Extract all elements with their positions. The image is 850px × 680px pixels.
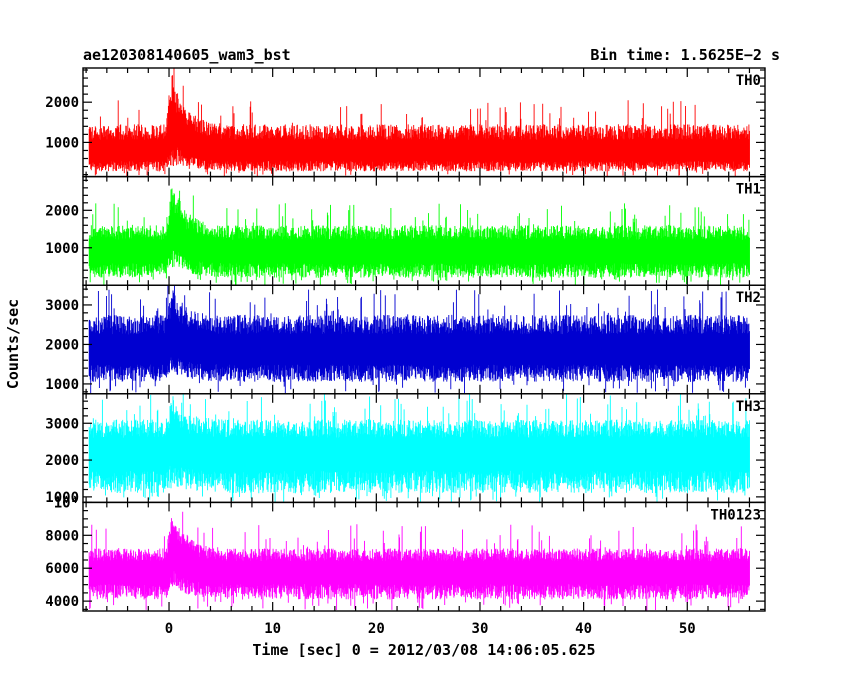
y-tick-label: 4000 <box>45 594 79 610</box>
panel-th0123: 4000 6000 8000 10⁴ TH0123 <box>45 495 766 612</box>
y-tick-label: 2000 <box>45 95 79 111</box>
series-th0123 <box>88 511 750 611</box>
y-tick-label: 1000 <box>45 490 79 506</box>
series-th2 <box>88 285 750 394</box>
series-th1 <box>88 188 750 286</box>
x-tick-label: 10 <box>264 621 281 637</box>
panel-label: TH0123 <box>710 507 761 523</box>
y-tick-label: 1000 <box>45 377 79 393</box>
y-tick-label: 8000 <box>45 528 79 544</box>
x-tick-label: 40 <box>575 621 592 637</box>
series-th0 <box>88 68 750 177</box>
bin-time-label: Bin time: 1.5625E−2 s <box>590 46 780 64</box>
y-tick-label: 2000 <box>45 337 79 353</box>
panel-label: TH3 <box>736 399 761 415</box>
y-tick-label: 1000 <box>45 135 79 151</box>
panel-th3: 1000 2000 3000 TH3 <box>45 393 766 506</box>
panel-label: TH0 <box>736 73 761 89</box>
y-tick-label: 2000 <box>45 453 79 469</box>
x-tick-label: 50 <box>679 621 696 637</box>
y-tick-label: 3000 <box>45 298 79 314</box>
x-tick-label: 30 <box>472 621 489 637</box>
y-tick-label: 3000 <box>45 416 79 432</box>
panel-th1: 1000 2000 TH1 <box>45 175 766 286</box>
panel-frame <box>82 501 766 612</box>
y-tick-label: 10⁴ <box>54 495 79 511</box>
panel-label: TH2 <box>736 290 761 306</box>
x-tick-label: 20 <box>368 621 385 637</box>
y-axis-label: Counts/sec <box>4 299 22 389</box>
panel-th0: 1000 2000 TH0 <box>45 67 766 178</box>
y-tick-label: 6000 <box>45 561 79 577</box>
x-axis-label: Time [sec] 0 = 2012/03/08 14:06:05.625 <box>252 641 595 659</box>
series-th3 <box>88 393 750 503</box>
y-tick-label: 2000 <box>45 203 79 219</box>
y-tick-label: 1000 <box>45 241 79 257</box>
panel-label: TH1 <box>736 182 761 198</box>
x-tick-label: 0 <box>165 621 173 637</box>
panel-th2: 1000 2000 3000 TH2 <box>45 284 766 395</box>
chart-title: ae120308140605_wam3_bst <box>83 46 291 64</box>
